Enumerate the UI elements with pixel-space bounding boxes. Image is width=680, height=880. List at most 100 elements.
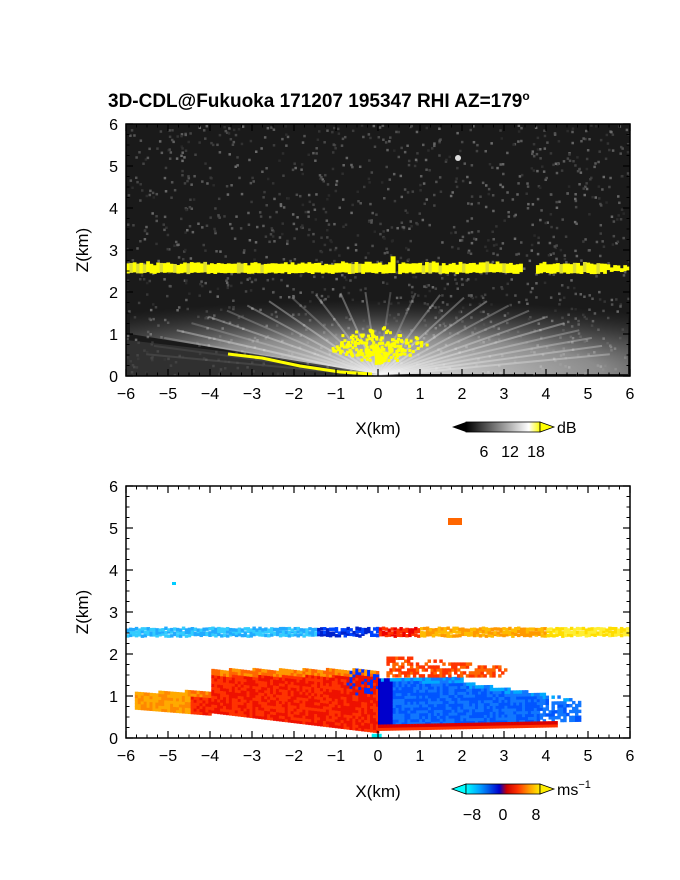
velocity-cell	[299, 694, 303, 698]
velocity-cell	[349, 706, 353, 710]
velocity-cell	[419, 709, 423, 714]
velocity-cell	[314, 687, 318, 691]
velocity-cell	[367, 711, 371, 715]
velocity-cell	[305, 691, 309, 696]
velocity-cell	[492, 665, 496, 669]
velocity-cell	[380, 684, 385, 688]
noise-speck	[540, 209, 543, 212]
velocity-cell	[451, 662, 455, 666]
velocity-cell	[422, 626, 427, 631]
velocity-cell	[161, 632, 165, 636]
velocity-cell	[454, 665, 458, 669]
noise-speck	[627, 260, 630, 263]
velocity-cell	[437, 629, 442, 634]
velocity-cell	[398, 689, 403, 694]
cloud-cell	[253, 262, 258, 273]
velocity-cell	[422, 703, 426, 708]
velocity-cell	[463, 703, 467, 707]
velocity-cell	[527, 713, 532, 718]
velocity-cell	[439, 683, 444, 687]
velocity-cell	[302, 720, 306, 725]
core-cell	[415, 337, 419, 341]
noise-speck	[293, 162, 296, 165]
velocity-y-tick-label: 1	[109, 689, 118, 706]
noise-speck	[588, 294, 591, 297]
velocity-cell	[361, 728, 365, 732]
velocity-cell	[128, 630, 133, 635]
noise-speck	[475, 149, 479, 153]
noise-speck	[572, 159, 575, 163]
velocity-cell	[466, 697, 470, 701]
velocity-cell	[202, 627, 206, 632]
velocity-cell	[372, 685, 377, 689]
velocity-cell	[337, 710, 342, 714]
velocity-cell	[231, 703, 236, 708]
core-cell	[405, 338, 409, 342]
velocity-cell	[346, 711, 350, 715]
velocity-cell	[522, 633, 527, 638]
cloud-cell	[613, 265, 617, 271]
velocity-cell	[225, 702, 230, 707]
velocity-cell	[273, 693, 277, 698]
noise-speck	[383, 196, 386, 200]
core-cell	[384, 331, 388, 335]
core-cell	[396, 340, 400, 344]
velocity-cell	[225, 694, 230, 698]
velocity-cell	[409, 671, 414, 675]
velocity-cell	[504, 719, 508, 724]
cloud-cell	[418, 262, 423, 273]
velocity-cell	[522, 627, 527, 631]
velocity-cell	[448, 691, 452, 696]
velocity-cell	[466, 705, 470, 710]
noise-speck	[205, 124, 209, 128]
velocity-cell	[507, 696, 511, 700]
velocity-cell	[378, 727, 382, 731]
velocity-cell	[340, 678, 345, 682]
noise-speck	[584, 137, 587, 141]
velocity-cell	[331, 683, 336, 687]
core-cell	[351, 334, 355, 338]
velocity-cell	[143, 633, 148, 638]
velocity-cell	[495, 696, 500, 701]
velocity-cell	[433, 691, 438, 696]
velocity-cell	[178, 628, 183, 632]
velocity-cell	[240, 687, 245, 691]
velocity-cell	[293, 719, 298, 724]
cloud-cell	[546, 264, 550, 273]
noise-speck	[370, 221, 373, 224]
velocity-cell	[137, 691, 142, 696]
noise-speck	[250, 280, 254, 284]
core-cell	[364, 348, 368, 352]
velocity-cell	[528, 631, 533, 635]
velocity-cell	[545, 713, 550, 717]
isolated-velocity-echo	[448, 518, 462, 525]
noise-speck	[585, 182, 588, 185]
velocity-cell	[146, 692, 151, 697]
velocity-cell	[199, 702, 203, 707]
core-cell	[334, 349, 338, 353]
velocity-cell	[275, 632, 280, 637]
noise-speck	[169, 151, 173, 154]
velocity-cell	[308, 715, 312, 720]
velocity-cell	[284, 633, 289, 637]
noise-speck	[139, 239, 142, 243]
velocity-cell	[317, 678, 321, 683]
velocity-cell	[507, 721, 511, 726]
velocity-cell	[417, 628, 421, 632]
velocity-cell	[270, 702, 274, 706]
velocity-cell	[317, 687, 321, 691]
noise-speck	[567, 185, 571, 188]
noise-speck	[484, 205, 488, 209]
velocity-cell	[395, 701, 400, 705]
velocity-cell	[480, 671, 484, 675]
velocity-cell	[322, 720, 327, 724]
noise-speck	[501, 242, 505, 245]
velocity-cell	[181, 710, 186, 714]
velocity-cell	[334, 677, 339, 682]
velocity-cell	[311, 719, 315, 723]
noise-speck	[316, 138, 320, 142]
velocity-cell	[302, 628, 306, 632]
velocity-cell	[587, 627, 592, 631]
velocity-cell	[422, 706, 426, 711]
velocity-cell	[275, 676, 280, 681]
